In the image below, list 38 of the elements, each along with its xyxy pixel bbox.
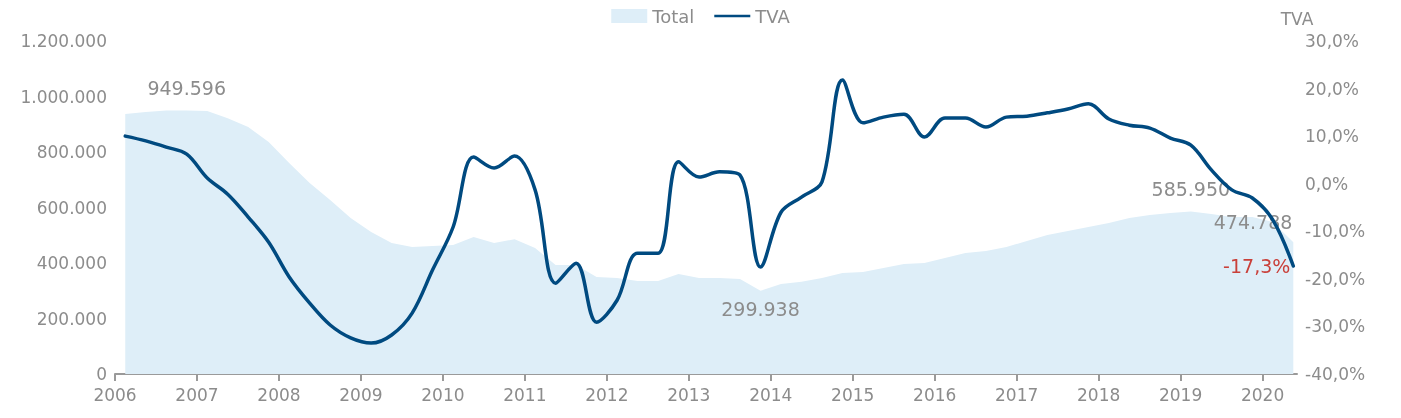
line-series: [123, 78, 1296, 345]
x-tick-label: 2006: [93, 384, 137, 405]
x-tick-label: 2010: [421, 384, 465, 405]
x-tick-label: 2020: [1240, 384, 1285, 405]
x-tick-label: 2017: [995, 384, 1039, 405]
data-label: 299.938: [721, 298, 800, 321]
y2-axis-title: TVA: [1279, 8, 1314, 29]
y2-tick-label: 20,0%: [1305, 78, 1360, 99]
y-tick-label: 1.200.000: [20, 31, 107, 51]
x-tick-label: 2011: [503, 384, 547, 405]
y2-tick-label: 10,0%: [1305, 126, 1360, 147]
y2-tick-label: -20,0%: [1305, 268, 1366, 289]
data-label: 949.596: [147, 76, 227, 99]
x-tick-label: 2014: [749, 384, 793, 405]
y2-tick-label: -10,0%: [1305, 221, 1366, 242]
y2-tick-label: -30,0%: [1305, 316, 1366, 337]
x-tick-label: 2007: [175, 384, 219, 405]
legend-label: Total: [651, 5, 695, 27]
y-tick-label: 0: [96, 364, 107, 384]
x-tick-label: 2009: [339, 384, 383, 405]
x-tick-label: 2018: [1077, 384, 1121, 405]
data-label: -17,3%: [1223, 255, 1291, 278]
x-tick-label: 2019: [1158, 384, 1203, 405]
y-tick-label: 1.000.000: [20, 86, 107, 107]
legend-label: TVA: [754, 5, 791, 27]
x-tick-label: 2015: [831, 384, 875, 405]
x-tick-label: 2012: [585, 384, 629, 405]
y2-tick-label: 30,0%: [1305, 31, 1360, 51]
y2-tick-label: 0,0%: [1305, 173, 1349, 194]
x-tick-label: 2013: [667, 384, 711, 405]
y-tick-label: 400.000: [36, 253, 107, 273]
data-label: 585.950: [1151, 177, 1231, 200]
y-tick-label: 800.000: [36, 142, 107, 162]
x-tick-label: 2016: [913, 384, 957, 405]
x-tick-label: 2008: [257, 384, 301, 405]
y-tick-label: 600.000: [36, 197, 107, 218]
y2-tick-label: -40,0%: [1305, 364, 1366, 384]
y-tick-label: 200.000: [36, 308, 107, 329]
